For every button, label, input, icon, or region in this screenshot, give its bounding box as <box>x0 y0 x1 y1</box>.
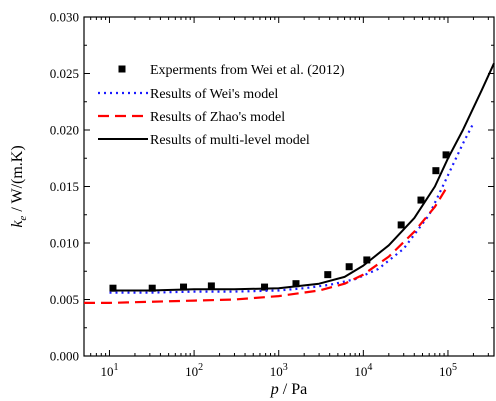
series-layer <box>84 62 495 304</box>
y-tick-label: 0.030 <box>50 10 79 25</box>
data-point <box>109 284 117 292</box>
series-line-3 <box>109 62 495 292</box>
x-tick-label: 103 <box>270 362 288 379</box>
x-tick-label: 102 <box>185 362 203 379</box>
y-tick-label: 0.010 <box>50 236 79 251</box>
y-axis-ticks: 0.000 0.005 0.010 0.015 0.020 0.025 0.030 <box>50 10 494 364</box>
y-tick-label: 0.005 <box>50 292 79 307</box>
data-point <box>261 283 269 291</box>
data-point <box>207 282 215 290</box>
data-point <box>442 151 450 159</box>
data-point <box>292 280 300 288</box>
series-line-1 <box>109 122 475 294</box>
x-tick-label: 101 <box>100 362 118 379</box>
series-line-2 <box>84 184 449 304</box>
data-point <box>363 256 371 264</box>
x-axis-label: p / Pa <box>270 381 307 398</box>
legend-label: Results of multi-level model <box>150 133 310 148</box>
y-axis-label: ke / W/(m.K) <box>9 145 29 227</box>
y-tick-label: 0.025 <box>50 66 79 81</box>
legend-label: Experments from Wei et al. (2012) <box>150 63 345 78</box>
legend-marker <box>118 65 126 73</box>
data-point <box>397 221 405 229</box>
x-tick-label: 105 <box>439 362 457 379</box>
legend-label: Results of Wei's model <box>150 87 278 102</box>
legend: Experments from Wei et al. (2012) Results… <box>98 63 345 148</box>
data-point <box>324 271 332 279</box>
y-tick-label: 0.015 <box>50 179 79 194</box>
data-point <box>148 284 156 292</box>
x-axis-ticks: 101 102 103 104 105 <box>83 17 489 379</box>
data-point <box>180 283 188 291</box>
data-point <box>417 196 425 204</box>
data-point <box>432 167 440 175</box>
legend-label: Results of Zhao's model <box>150 110 285 125</box>
y-tick-label: 0.000 <box>50 349 79 364</box>
y-tick-label: 0.020 <box>50 123 79 138</box>
x-tick-label: 104 <box>354 362 372 379</box>
data-point <box>345 263 353 271</box>
